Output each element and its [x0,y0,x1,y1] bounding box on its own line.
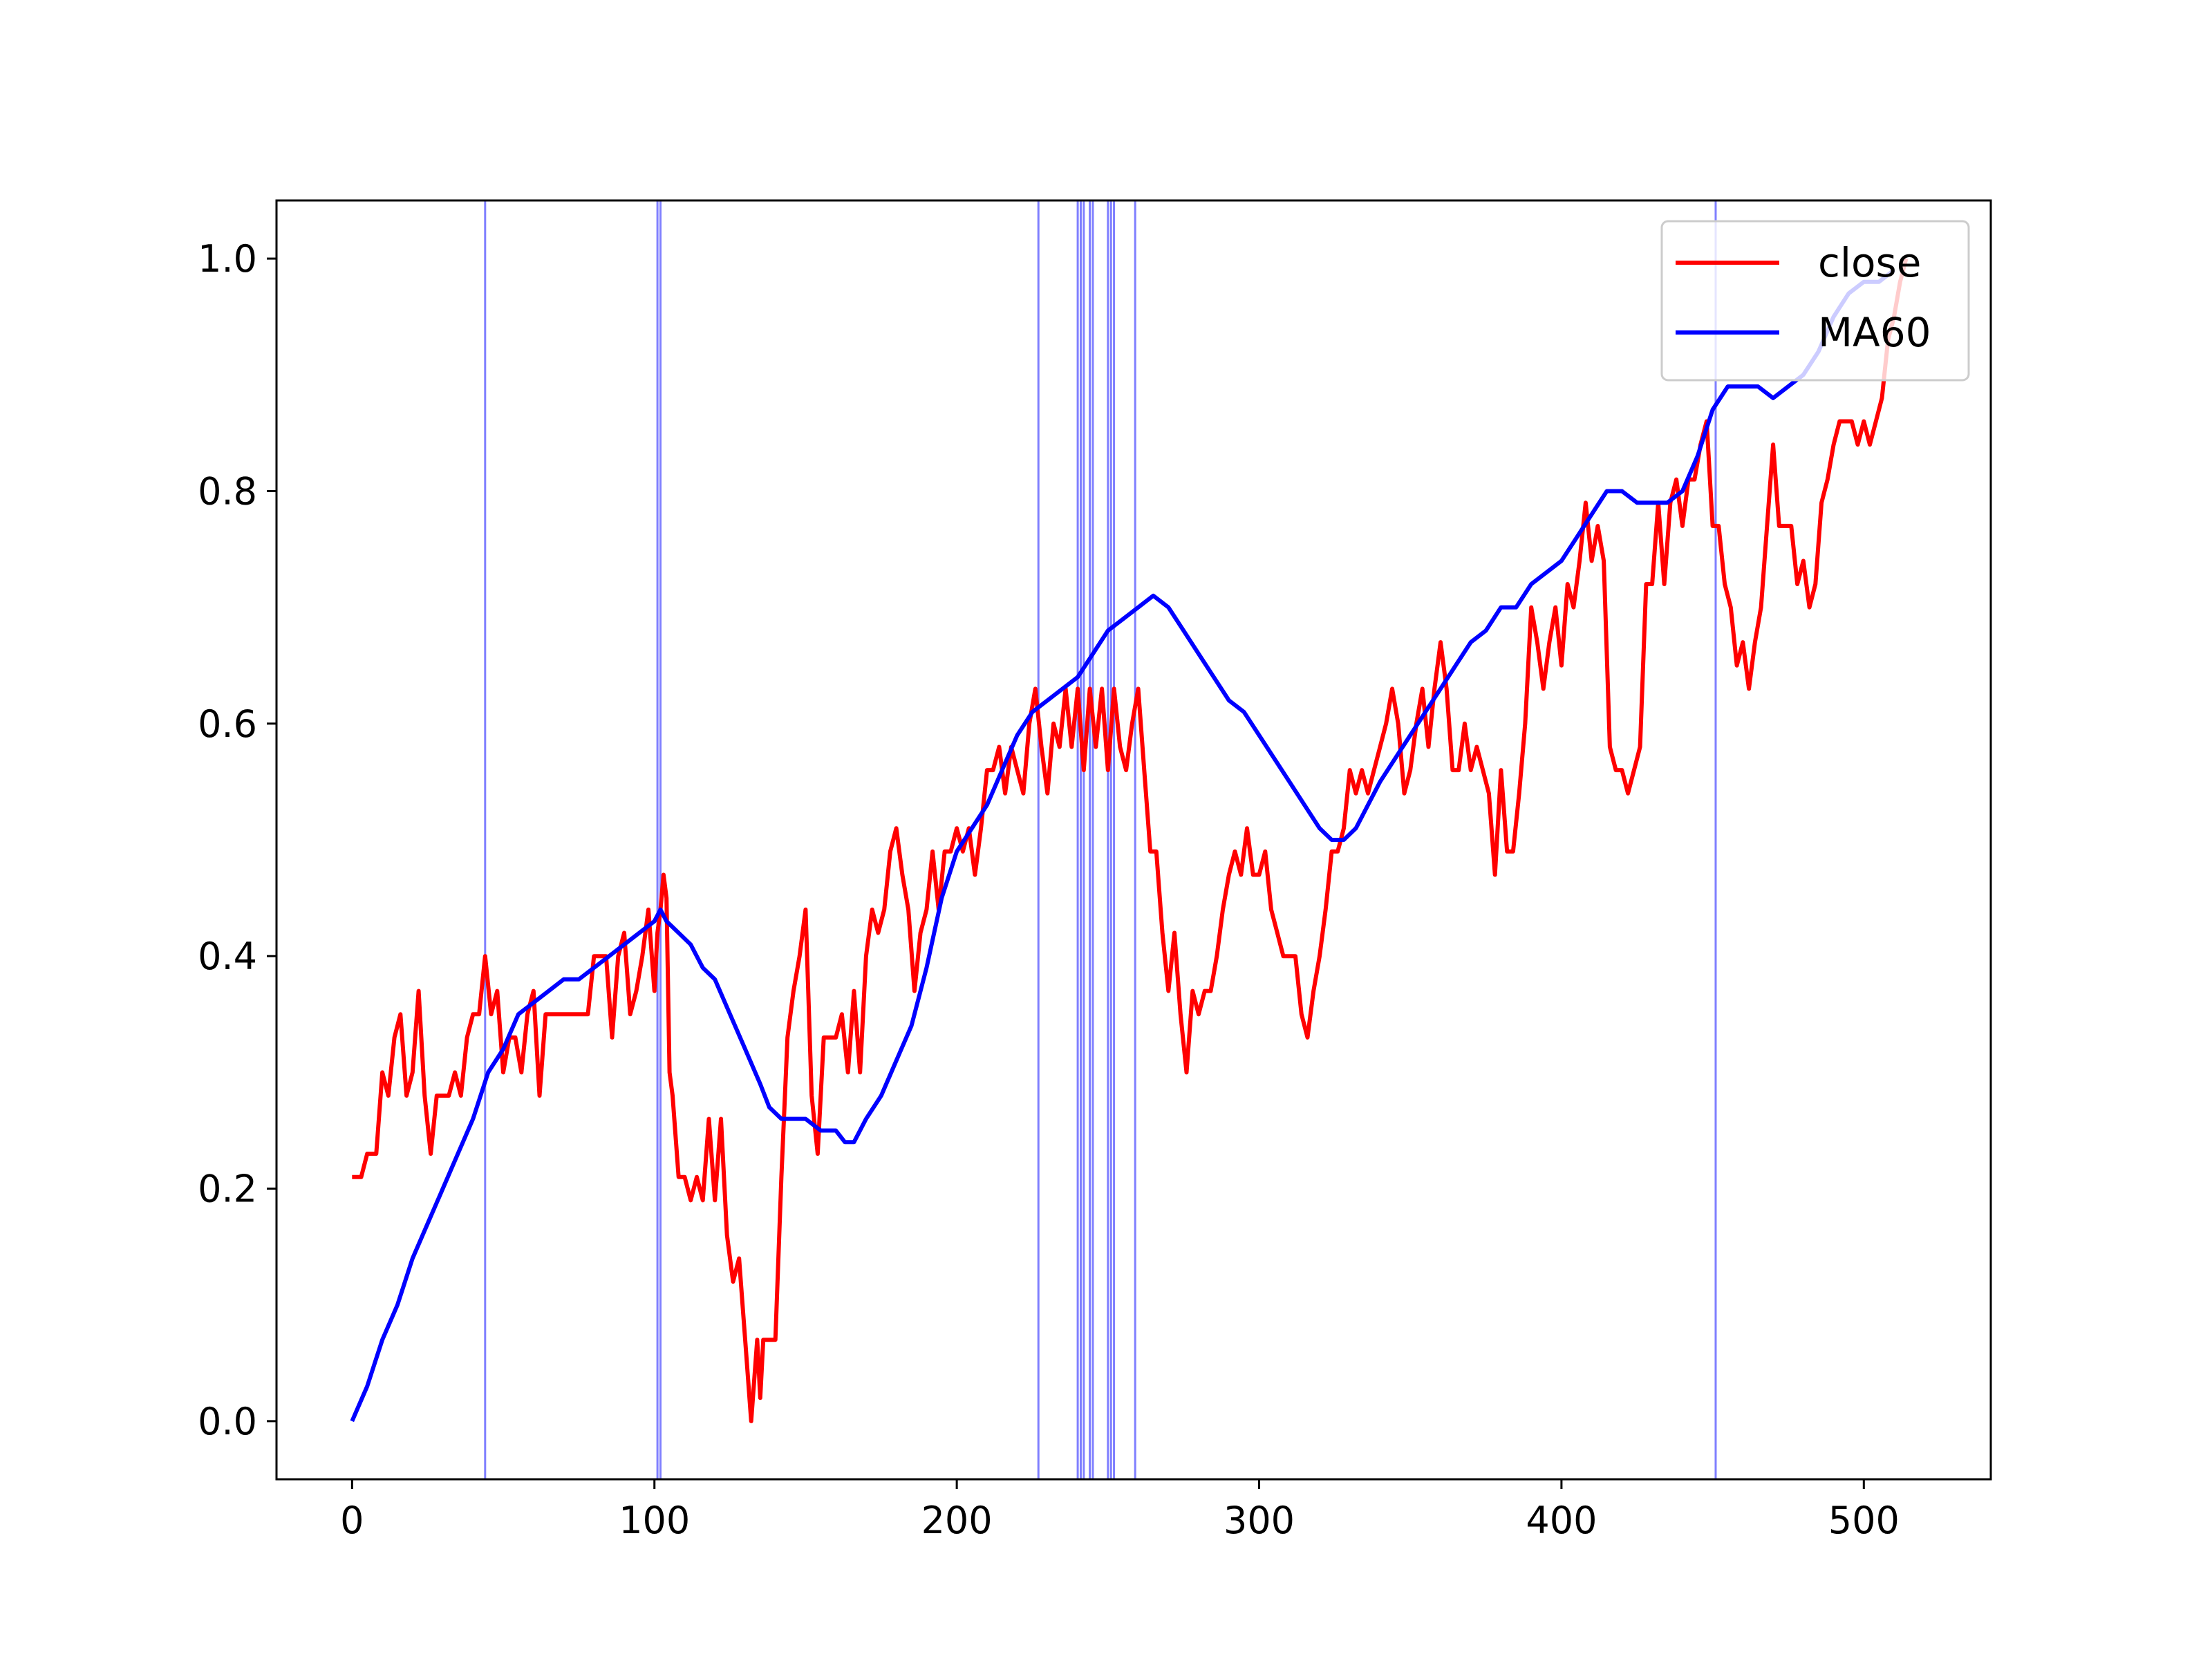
legend: close MA60 [1660,220,1970,382]
x-tick-label-4: 400 [1526,1499,1597,1542]
x-tick-label-0: 0 [340,1499,364,1542]
legend-box [1660,220,1970,382]
event-markers [484,200,1717,1479]
series-layer [350,258,1909,1423]
y-tick-label-3: 0.6 [198,702,257,746]
y-tick-label-0: 0.0 [198,1400,257,1443]
y-tick-label-2: 0.4 [198,935,257,978]
x-tick-label-5: 500 [1828,1499,1900,1542]
series-line-ma60 [350,268,1895,1423]
x-tick-label-1: 100 [619,1499,690,1542]
x-tick-label-3: 300 [1224,1499,1295,1542]
y-tick-label-4: 0.8 [198,469,257,513]
plot-area-background [276,200,1991,1479]
y-tick-label-5: 1.0 [198,237,257,281]
plot-area-frame [275,199,1992,1481]
legend-label-close: close [1818,239,1921,286]
legend-label-ma60: MA60 [1818,309,1931,356]
axis-ticks: 0 100 200 300 400 500 0.0 0.2 0.4 0.6 0.8 1.0 [198,237,1900,1542]
x-tick-label-2: 200 [921,1499,993,1542]
y-tick-label-1: 0.2 [198,1168,257,1211]
